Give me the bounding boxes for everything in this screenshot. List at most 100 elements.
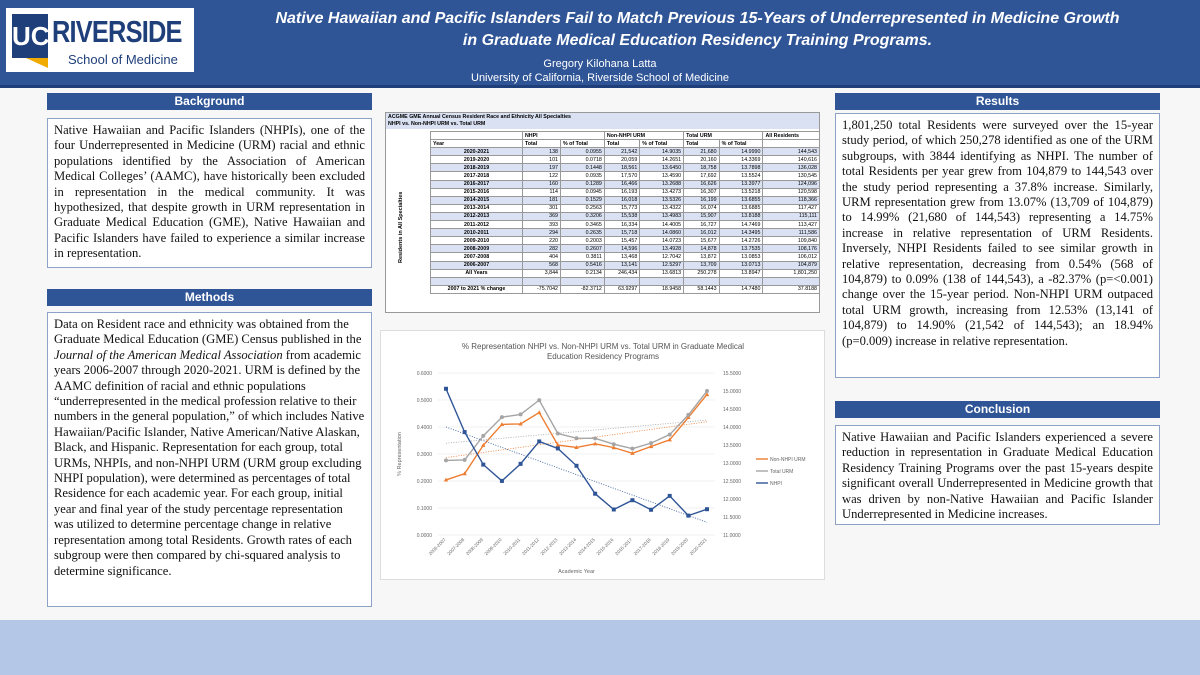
conclusion-text: Native Hawaiian and Pacific Islanders ex… bbox=[835, 425, 1160, 525]
table-cell: 21,542 bbox=[603, 147, 641, 157]
x-tick-label: 2016-2017 bbox=[614, 537, 633, 556]
change-cell: 58.1443 bbox=[683, 284, 720, 294]
table-row: 2014-2015 181 0.1529 16,018 13.5326 16,199 13.… bbox=[430, 195, 820, 205]
y2-tick-label: 11.5000 bbox=[723, 515, 741, 521]
table-cell: 120,598 bbox=[762, 187, 820, 197]
row-label: Residents in All Specialties bbox=[398, 191, 404, 263]
blank-cell bbox=[521, 276, 561, 286]
ucr-logo: UC RIVERSIDE School of Medicine bbox=[6, 8, 194, 72]
table-cell: 15,457 bbox=[603, 236, 641, 246]
table-cell: 2007-2008 bbox=[430, 252, 523, 262]
background-heading: Background bbox=[47, 93, 372, 110]
data-point bbox=[667, 432, 672, 437]
table-cell: 0.2635 bbox=[559, 228, 605, 238]
x-tick-label: 2014-2015 bbox=[577, 537, 596, 556]
table-cell: 0.3206 bbox=[559, 211, 605, 222]
methods-part: Data on Resident race and ethnicity was … bbox=[54, 317, 362, 347]
table-cell: 2010-2011 bbox=[430, 228, 523, 238]
table-cell: 16,334 bbox=[603, 220, 641, 230]
y2-tick-label: 13.0000 bbox=[723, 461, 741, 467]
title-line-1: Native Hawaiian and Pacific Islanders Fa… bbox=[275, 10, 1120, 27]
table-cell: 15,773 bbox=[603, 203, 641, 213]
data-table: NHPI Non-NHPI URM Total URM All Residents Ye… bbox=[430, 130, 820, 294]
data-point bbox=[537, 439, 542, 444]
table-cell: 140,616 bbox=[762, 155, 820, 165]
table-cell: 2006-2007 bbox=[430, 260, 523, 270]
data-point bbox=[481, 442, 486, 447]
table-row: 2009-2010 220 0.2003 15,457 14.0723 15,677 14.… bbox=[430, 236, 820, 246]
table-cell: 13.4322 bbox=[639, 203, 685, 213]
table-cell: 104,879 bbox=[762, 260, 820, 270]
table-cell: 0.3811 bbox=[559, 252, 605, 262]
table-cell: 14.0860 bbox=[639, 228, 685, 238]
data-point bbox=[686, 513, 691, 518]
data-point bbox=[593, 491, 598, 496]
table-cell: 13.3977 bbox=[718, 179, 764, 189]
table-cell: 17,692 bbox=[683, 171, 720, 181]
table-row: All Years 3,844 0.2134 246,434 13.6813 250,27… bbox=[430, 268, 820, 278]
table-cell: 0.5416 bbox=[559, 260, 605, 270]
x-tick-label: 2018-2019 bbox=[651, 537, 670, 556]
data-point bbox=[444, 386, 448, 391]
table-cell: 0.1448 bbox=[559, 163, 605, 173]
data-point bbox=[648, 444, 654, 449]
title-line-2: in Graduate Medical Education Residency … bbox=[462, 32, 933, 49]
data-point bbox=[537, 398, 542, 403]
table-cell: 20,059 bbox=[603, 155, 641, 165]
table-cell: 282 bbox=[521, 244, 561, 254]
blank-cell bbox=[762, 139, 820, 149]
author: Gregory Kilohana Latta bbox=[543, 58, 657, 70]
column-header: % of Total bbox=[718, 139, 764, 149]
table-cell: 0.2607 bbox=[559, 244, 605, 254]
legend-entry: Total URM bbox=[770, 469, 793, 475]
change-cell: 37.8188 bbox=[762, 284, 820, 294]
spacer-row bbox=[430, 276, 820, 286]
table-cell: 301 bbox=[521, 203, 561, 213]
table-row: 2010-2011 294 0.2635 15,718 14.0860 16,012 14.… bbox=[430, 228, 820, 238]
y-axis-label: % Representation bbox=[397, 432, 403, 476]
change-cell: -75.7042 bbox=[521, 284, 561, 294]
y2-tick-label: 11.0000 bbox=[723, 533, 741, 539]
table-cell: 12.5297 bbox=[639, 260, 685, 270]
table-row: 2006-2007 568 0.5416 13,141 12.5297 13,709 13.… bbox=[430, 260, 820, 270]
table-cell: 3,844 bbox=[521, 268, 561, 278]
blank-cell bbox=[430, 130, 523, 141]
data-point bbox=[518, 412, 523, 417]
table-row: 2008-2009 282 0.2607 14,596 13.4928 14,878 13.… bbox=[430, 244, 820, 254]
data-point bbox=[444, 458, 448, 463]
table-cell: 18,561 bbox=[603, 163, 641, 173]
data-point bbox=[574, 445, 579, 450]
y2-tick-label: 14.0000 bbox=[723, 425, 741, 431]
table-cell: 16,307 bbox=[683, 187, 720, 197]
data-point bbox=[555, 431, 560, 436]
journal-name: Journal of the American Medical Associat… bbox=[54, 347, 283, 362]
table-cell: 144,543 bbox=[762, 147, 820, 157]
y-tick-label: 0.3000 bbox=[417, 452, 433, 458]
table-cell: 14.2651 bbox=[639, 155, 685, 165]
footer-band bbox=[0, 620, 1200, 675]
table-cell: 13.6885 bbox=[718, 203, 764, 213]
table-cell: 18,758 bbox=[683, 163, 720, 173]
table-cell: 106,012 bbox=[762, 252, 820, 262]
table-cell: 16,727 bbox=[683, 220, 720, 230]
table-cell: 13.8188 bbox=[718, 211, 764, 222]
table-cell: 16,018 bbox=[603, 195, 641, 205]
data-point bbox=[611, 442, 616, 447]
data-point bbox=[574, 436, 579, 441]
table-cell: 2018-2019 bbox=[430, 163, 523, 173]
table-row: 2018-2019 197 0.1448 18,561 13.6450 18,758 13.… bbox=[430, 163, 820, 173]
conclusion-heading: Conclusion bbox=[835, 401, 1160, 418]
blank-cell bbox=[683, 276, 720, 286]
trendline-total-urm bbox=[445, 419, 708, 444]
data-point bbox=[593, 436, 598, 441]
x-tick-label: 2020-2021 bbox=[689, 537, 708, 556]
x-tick-label: 2012-2013 bbox=[539, 537, 558, 556]
x-tick-label: 2009-2010 bbox=[484, 537, 503, 556]
y-tick-label: 0.4000 bbox=[417, 425, 433, 431]
table-cell: 197 bbox=[521, 163, 561, 173]
table-row: 2019-2020 101 0.0718 20,059 14.2651 20,160 14.… bbox=[430, 155, 820, 165]
data-point bbox=[481, 433, 486, 438]
table-cell: 109,840 bbox=[762, 236, 820, 246]
table-cell: 14.4005 bbox=[639, 220, 685, 230]
y-tick-label: 0.0000 bbox=[417, 533, 433, 539]
